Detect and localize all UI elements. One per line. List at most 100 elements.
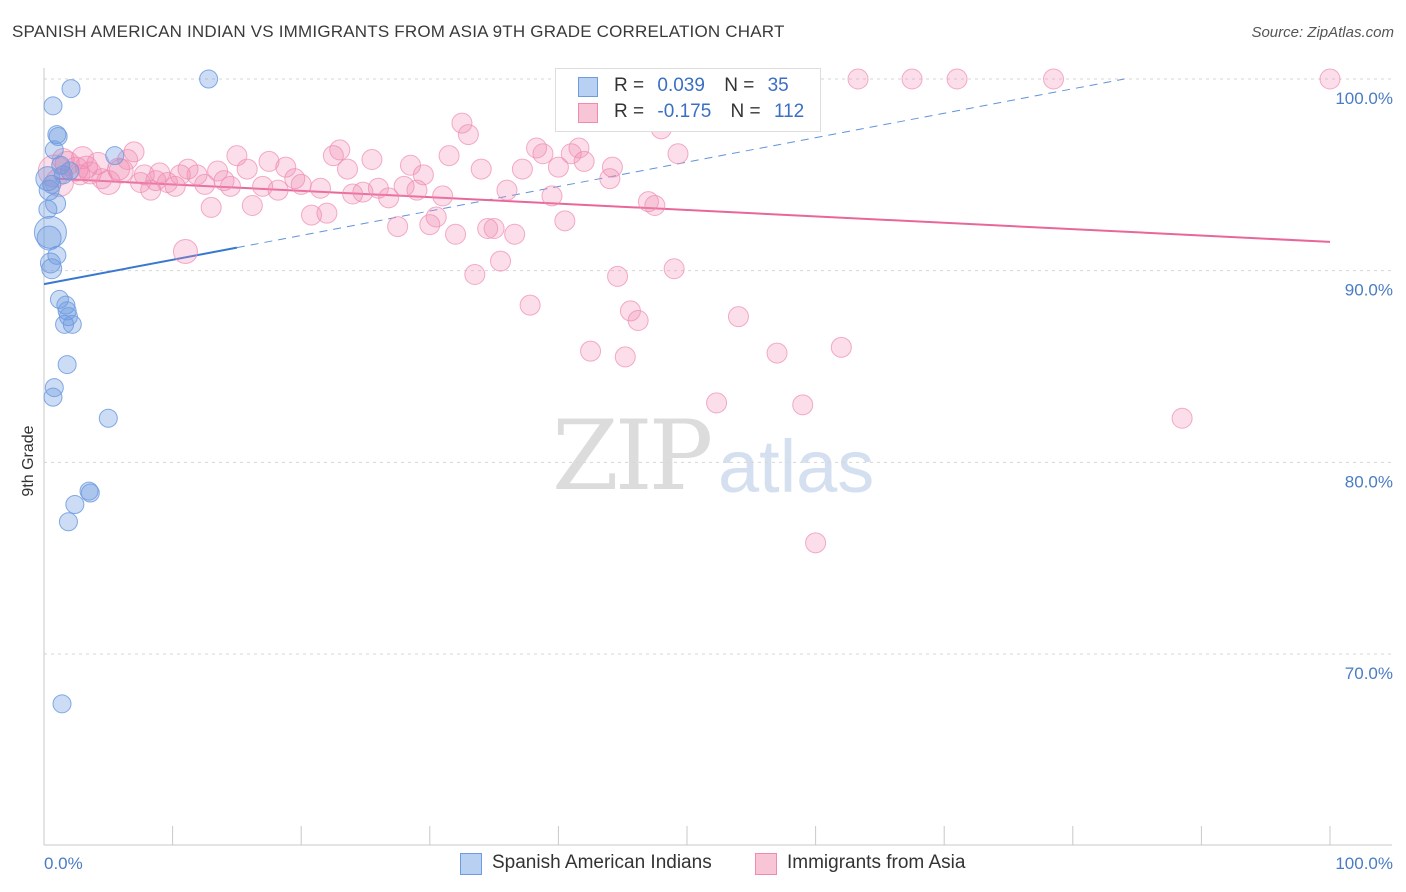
point-immigrants-from-asia	[241, 195, 263, 216]
point-spanish-american-indians	[58, 512, 78, 532]
point-immigrants-from-asia	[547, 156, 569, 178]
point-immigrants-from-asia	[1043, 68, 1065, 90]
x-tick-label: 100.0%	[1335, 854, 1393, 873]
point-immigrants-from-asia	[614, 346, 636, 368]
point-immigrants-from-asia	[336, 158, 358, 180]
point-spanish-american-indians	[62, 314, 82, 334]
point-immigrants-from-asia	[847, 68, 869, 90]
point-spanish-american-indians	[38, 199, 58, 219]
point-immigrants-from-asia	[573, 150, 595, 172]
point-immigrants-from-asia	[727, 306, 749, 328]
point-immigrants-from-asia	[511, 158, 533, 180]
point-immigrants-from-asia	[607, 265, 629, 287]
legend-n-value-1: 35	[767, 75, 789, 96]
y-tick-label: 80.0%	[1345, 472, 1393, 491]
point-immigrants-from-asia	[275, 156, 297, 178]
bottom-legend-label-1: Spanish American Indians	[492, 852, 712, 873]
x-tick-label: 0.0%	[44, 854, 83, 873]
point-immigrants-from-asia	[532, 143, 554, 165]
legend-swatch-blue	[578, 77, 598, 97]
point-spanish-american-indians	[105, 146, 125, 166]
watermark-zip: ZIP	[552, 400, 713, 512]
point-immigrants-from-asia	[284, 168, 306, 190]
point-spanish-american-indians	[57, 355, 77, 375]
trend-line-spanish-american-indians	[43, 246, 238, 286]
point-spanish-american-indians	[80, 483, 100, 503]
data-points	[33, 68, 1341, 714]
point-spanish-american-indians	[47, 245, 67, 265]
point-immigrants-from-asia	[627, 310, 649, 331]
point-immigrants-from-asia	[541, 185, 563, 207]
point-immigrants-from-asia	[805, 532, 827, 554]
bottom-legend-swatch-pink	[755, 853, 777, 875]
point-immigrants-from-asia	[470, 158, 492, 180]
point-immigrants-from-asia	[663, 258, 685, 280]
point-immigrants-from-asia	[258, 150, 280, 172]
point-immigrants-from-asia	[496, 179, 518, 201]
point-immigrants-from-asia	[219, 175, 241, 197]
point-immigrants-from-asia	[766, 342, 788, 364]
point-spanish-american-indians	[36, 225, 62, 251]
point-immigrants-from-asia	[504, 223, 526, 245]
point-spanish-american-indians	[61, 79, 81, 99]
point-immigrants-from-asia	[145, 170, 167, 192]
point-immigrants-from-asia	[830, 336, 852, 358]
point-immigrants-from-asia	[706, 392, 728, 414]
y-tick-label: 100.0%	[1335, 89, 1393, 108]
legend-r-label: R =	[614, 75, 645, 96]
point-immigrants-from-asia	[71, 146, 95, 170]
point-immigrants-from-asia	[361, 149, 383, 170]
bottom-legend-swatch-blue	[460, 853, 482, 875]
point-immigrants-from-asia	[946, 68, 968, 90]
point-immigrants-from-asia	[387, 216, 409, 238]
point-immigrants-from-asia	[69, 164, 91, 186]
point-spanish-american-indians	[65, 495, 85, 514]
point-immigrants-from-asia	[901, 68, 923, 90]
point-spanish-american-indians	[42, 174, 62, 194]
point-immigrants-from-asia	[425, 206, 447, 228]
point-immigrants-from-asia	[290, 173, 312, 195]
point-immigrants-from-asia	[309, 177, 331, 199]
legend-r-label: R =	[614, 101, 645, 122]
point-immigrants-from-asia	[393, 175, 415, 197]
point-immigrants-from-asia	[445, 223, 467, 245]
point-immigrants-from-asia	[172, 239, 198, 264]
point-immigrants-from-asia	[432, 185, 454, 207]
stats-legend: R = 0.039 N = 35 R = -0.175 N = 112	[555, 68, 821, 132]
point-immigrants-from-asia	[129, 172, 151, 193]
source-label: Source: ZipAtlas.com	[1251, 24, 1394, 41]
point-spanish-american-indians	[52, 694, 72, 714]
point-immigrants-from-asia	[74, 155, 98, 179]
point-immigrants-from-asia	[483, 218, 505, 239]
point-spanish-american-indians	[98, 408, 118, 428]
bottom-legend-label-2: Immigrants from Asia	[787, 852, 966, 873]
point-spanish-american-indians	[48, 127, 68, 146]
point-immigrants-from-asia	[1319, 68, 1341, 90]
point-immigrants-from-asia	[378, 187, 400, 209]
point-immigrants-from-asia	[412, 164, 434, 186]
point-spanish-american-indians	[43, 387, 63, 407]
point-immigrants-from-asia	[792, 394, 814, 416]
axes	[43, 68, 1392, 846]
point-immigrants-from-asia	[519, 294, 541, 316]
point-immigrants-from-asia	[554, 210, 576, 232]
y-axis-label: 9th Grade	[20, 425, 37, 496]
point-immigrants-from-asia	[438, 145, 460, 167]
legend-r-value-1: 0.039	[657, 75, 705, 96]
point-immigrants-from-asia	[667, 143, 689, 165]
y-tick-label: 90.0%	[1345, 281, 1393, 300]
point-immigrants-from-asia	[644, 195, 666, 216]
point-immigrants-from-asia	[322, 145, 344, 167]
legend-swatch-pink	[578, 103, 598, 123]
point-spanish-american-indians	[44, 378, 64, 398]
point-immigrants-from-asia	[637, 191, 659, 213]
legend-n-value-2: 112	[773, 101, 805, 122]
point-immigrants-from-asia	[490, 250, 512, 272]
chart-title: SPANISH AMERICAN INDIAN VS IMMIGRANTS FR…	[12, 22, 785, 41]
point-spanish-american-indians	[35, 166, 61, 192]
point-immigrants-from-asia	[267, 179, 289, 201]
point-immigrants-from-asia	[568, 137, 590, 159]
point-immigrants-from-asia	[123, 141, 145, 163]
point-spanish-american-indians	[56, 295, 76, 315]
point-immigrants-from-asia	[580, 340, 602, 362]
